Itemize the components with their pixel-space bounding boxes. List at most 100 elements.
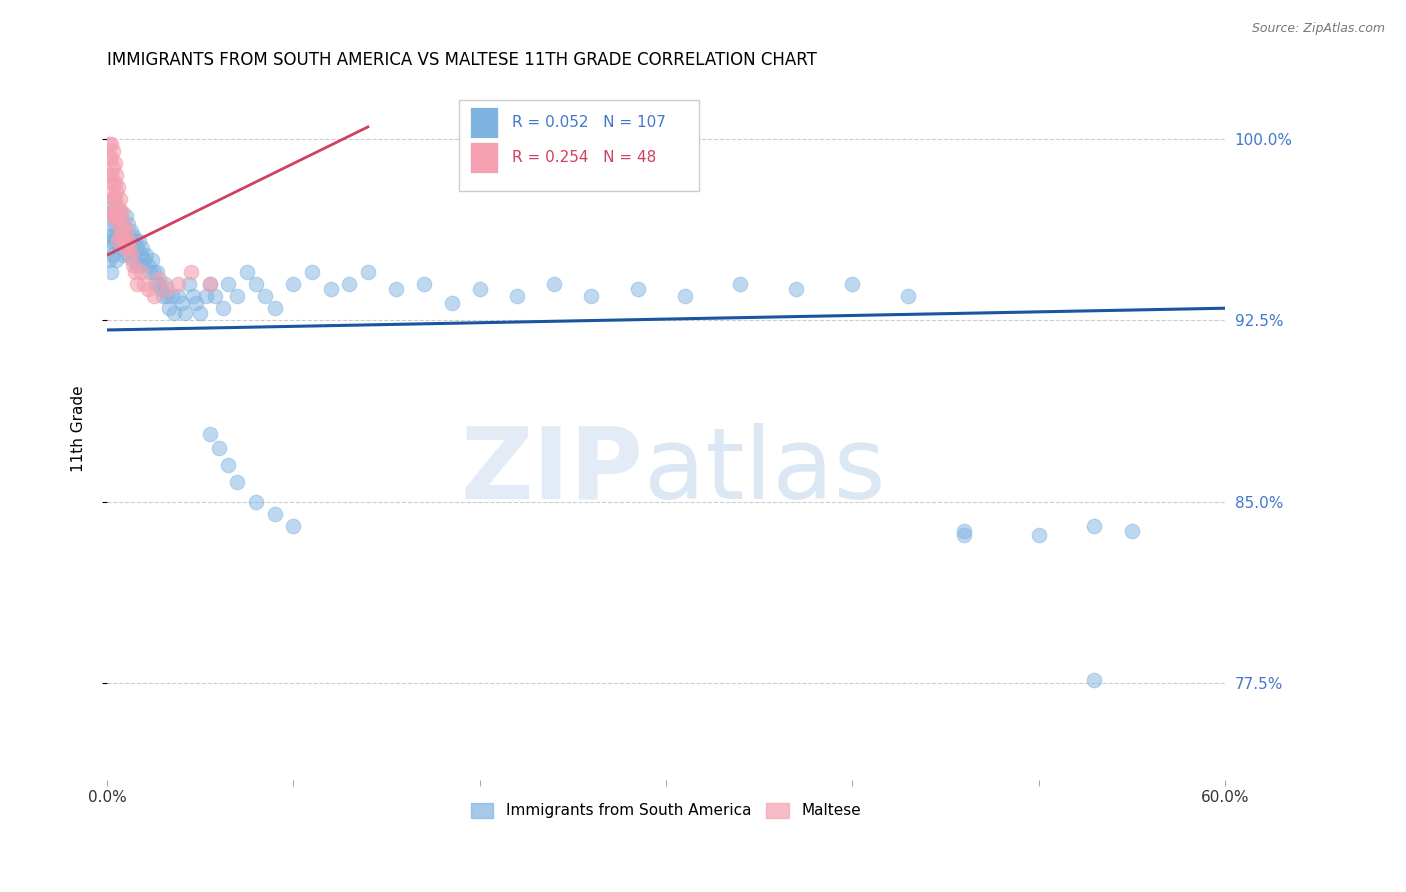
Point xyxy=(245,494,267,508)
Point xyxy=(440,296,463,310)
Point xyxy=(163,306,186,320)
Point xyxy=(100,152,122,166)
Point xyxy=(101,228,124,243)
Point xyxy=(1083,518,1105,533)
Point xyxy=(897,289,920,303)
Point xyxy=(194,289,217,303)
Point xyxy=(167,277,190,291)
Point xyxy=(97,136,120,151)
Point xyxy=(101,144,124,158)
Point xyxy=(174,306,197,320)
Point xyxy=(100,185,122,199)
Point xyxy=(101,210,124,224)
Text: atlas: atlas xyxy=(644,423,886,520)
Point xyxy=(117,217,139,231)
Point xyxy=(337,277,360,291)
Point xyxy=(125,277,148,291)
Point xyxy=(188,306,211,320)
Point xyxy=(107,217,129,231)
Point xyxy=(162,289,184,303)
Point xyxy=(198,277,221,291)
Point xyxy=(112,248,135,262)
Point xyxy=(114,228,136,243)
Point xyxy=(204,289,226,303)
Point xyxy=(111,217,134,231)
Point xyxy=(122,258,145,272)
Point xyxy=(211,301,233,316)
Point xyxy=(105,252,128,267)
FancyBboxPatch shape xyxy=(471,107,498,138)
Point xyxy=(217,458,239,473)
Point xyxy=(236,265,259,279)
Point xyxy=(107,234,129,248)
Point xyxy=(135,248,157,262)
Point xyxy=(108,228,131,243)
Point xyxy=(134,252,156,267)
Point xyxy=(103,200,125,214)
Point xyxy=(101,193,124,207)
Point xyxy=(226,289,249,303)
Point xyxy=(153,277,176,291)
Point xyxy=(107,180,129,194)
Point xyxy=(97,241,120,255)
Point xyxy=(412,277,434,291)
Point xyxy=(385,282,408,296)
Point xyxy=(107,234,129,248)
Point xyxy=(97,252,120,267)
Point xyxy=(180,265,202,279)
Point xyxy=(100,204,122,219)
Point xyxy=(177,277,200,291)
Point xyxy=(108,224,131,238)
Point xyxy=(142,289,165,303)
Point xyxy=(319,282,342,296)
Point xyxy=(152,289,174,303)
Point xyxy=(146,265,169,279)
Point xyxy=(1121,524,1143,538)
Point xyxy=(198,277,221,291)
Point xyxy=(112,228,135,243)
Text: ZIP: ZIP xyxy=(461,423,644,520)
Point xyxy=(118,228,141,243)
Point xyxy=(208,442,231,456)
Point xyxy=(108,193,131,207)
Point xyxy=(105,185,128,199)
Point xyxy=(1083,673,1105,688)
Point xyxy=(730,277,752,291)
Point xyxy=(100,168,122,182)
Text: R = 0.254   N = 48: R = 0.254 N = 48 xyxy=(512,150,657,165)
Point xyxy=(283,518,305,533)
Point xyxy=(145,277,167,291)
Point xyxy=(841,277,863,291)
Point xyxy=(157,301,180,316)
Point xyxy=(148,277,170,291)
Point xyxy=(122,228,145,243)
Point xyxy=(141,252,163,267)
Point xyxy=(131,241,153,255)
Point xyxy=(101,193,124,207)
Point xyxy=(117,234,139,248)
Point xyxy=(301,265,323,279)
Point xyxy=(129,258,152,272)
Point xyxy=(112,234,135,248)
Point xyxy=(101,210,124,224)
Text: Source: ZipAtlas.com: Source: ZipAtlas.com xyxy=(1251,22,1385,36)
Point xyxy=(100,265,122,279)
Point xyxy=(142,265,165,279)
Point xyxy=(120,248,142,262)
Point xyxy=(581,289,603,303)
Point xyxy=(103,193,125,207)
Point xyxy=(198,426,221,441)
Point xyxy=(167,289,190,303)
Point xyxy=(283,277,305,291)
Point xyxy=(136,282,159,296)
Point xyxy=(122,252,145,267)
Point xyxy=(953,528,976,542)
Point xyxy=(103,210,125,224)
Point xyxy=(114,224,136,238)
Point xyxy=(245,277,267,291)
Point xyxy=(101,248,124,262)
Point xyxy=(627,282,650,296)
Point xyxy=(97,152,120,166)
Point xyxy=(156,282,179,296)
Text: R = 0.052   N = 107: R = 0.052 N = 107 xyxy=(512,115,665,130)
